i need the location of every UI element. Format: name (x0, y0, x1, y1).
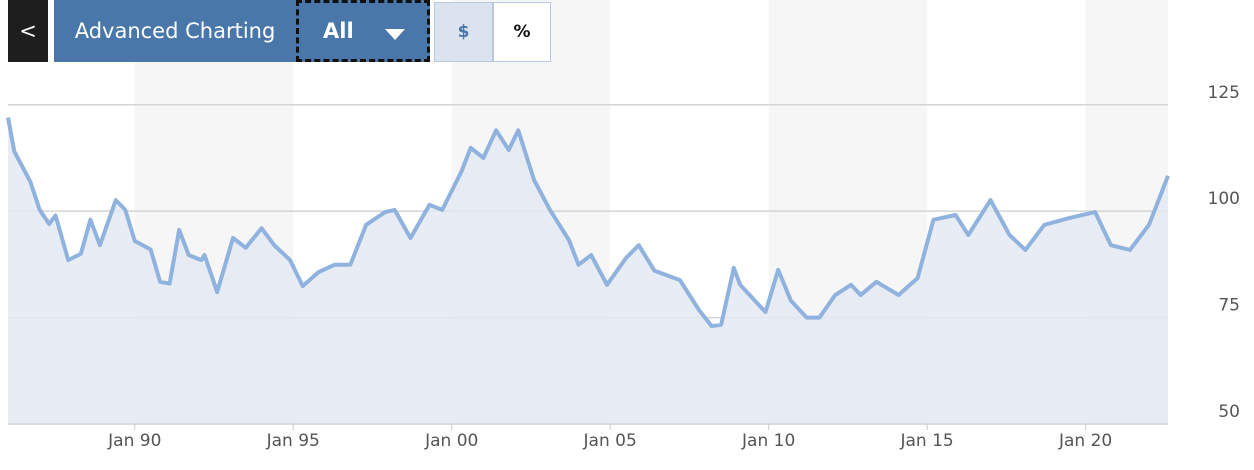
range-dropdown[interactable]: All (296, 0, 430, 62)
percent-button[interactable]: % (493, 2, 551, 62)
x-tick-label: Jan 90 (107, 431, 161, 451)
x-tick-label: Jan 20 (1058, 431, 1112, 451)
dollar-button[interactable]: $ (434, 2, 493, 62)
x-tick-label: Jan 10 (741, 431, 795, 451)
y-tick-label: 50 (1218, 402, 1240, 422)
x-tick-label: Jan 15 (900, 431, 954, 451)
area (8, 117, 1168, 425)
dropdown-arrow (385, 29, 405, 40)
y-tick-label: 125 (1208, 83, 1240, 103)
back-button[interactable]: < (8, 0, 48, 62)
line (6, 117, 1170, 329)
y-tick-label: 75 (1218, 296, 1240, 316)
x-tick-label: Jan 05 (583, 431, 637, 451)
title-button[interactable]: Advanced Charting (54, 0, 296, 62)
range-label: All (323, 19, 354, 43)
x-tick-label: Jan 00 (424, 431, 478, 451)
y-tick-label: 100 (1208, 189, 1240, 209)
x-tick-label: Jan 95 (266, 431, 320, 451)
